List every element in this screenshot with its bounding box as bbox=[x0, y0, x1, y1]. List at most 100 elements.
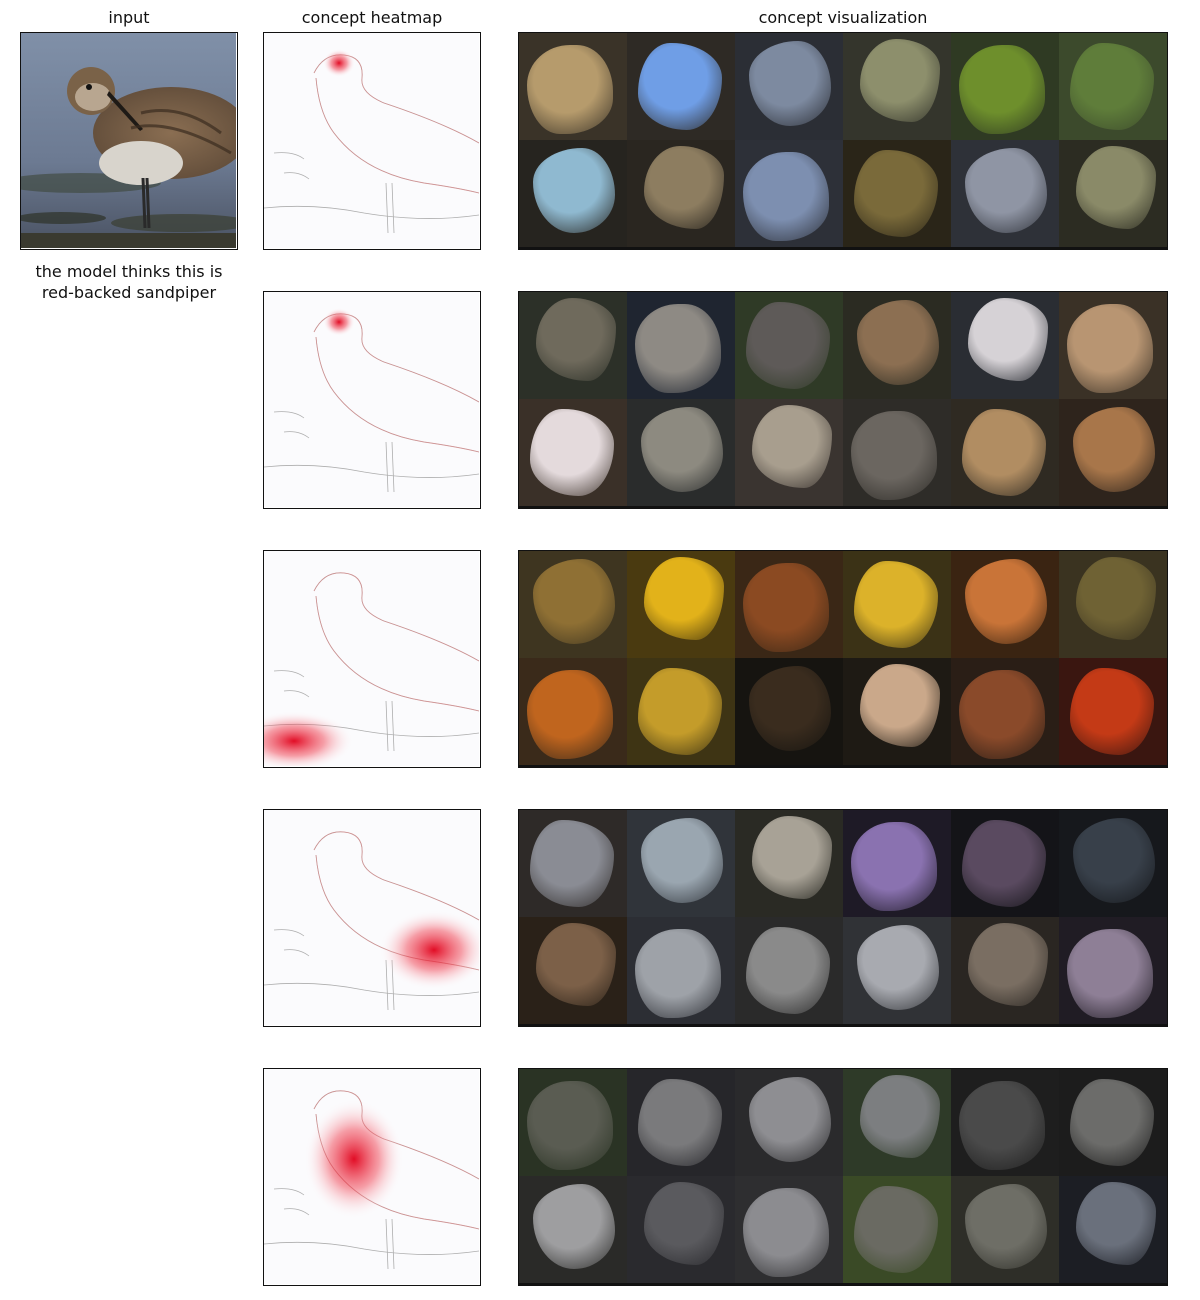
concept-region bbox=[1067, 929, 1153, 1018]
concept-region bbox=[527, 45, 613, 134]
concept-example-patch bbox=[843, 140, 951, 247]
concept-region bbox=[644, 1182, 724, 1265]
concept-region bbox=[638, 43, 722, 130]
concept-region bbox=[860, 1075, 940, 1158]
concept-region bbox=[968, 298, 1048, 381]
concept-region bbox=[638, 668, 722, 755]
concept-example-patch bbox=[519, 917, 627, 1024]
concept-example-patch bbox=[951, 399, 1059, 506]
concept-region bbox=[857, 925, 939, 1010]
concept-example-patch bbox=[735, 658, 843, 765]
input-header: input bbox=[108, 8, 150, 27]
concept-region bbox=[968, 923, 1048, 1006]
concept-region bbox=[638, 1079, 722, 1166]
concept-region bbox=[752, 816, 832, 899]
concept-example-patch bbox=[843, 917, 951, 1024]
concept-region bbox=[854, 150, 938, 237]
concept-example-patch bbox=[951, 917, 1059, 1024]
concept-example-patch bbox=[843, 1069, 951, 1176]
concept-region bbox=[851, 411, 937, 500]
concept-example-patch bbox=[1059, 917, 1167, 1024]
concept-example-patch bbox=[627, 292, 735, 399]
visualization-header: concept visualization bbox=[758, 8, 928, 27]
concept-example-patch bbox=[843, 551, 951, 658]
concept-region bbox=[860, 664, 940, 747]
concept-example-patch bbox=[843, 33, 951, 140]
concept-region bbox=[746, 302, 830, 389]
prediction-class-label: red-backed sandpiper bbox=[41, 283, 217, 302]
concept-example-patch bbox=[843, 399, 951, 506]
concept-example-patch bbox=[843, 658, 951, 765]
concept-example-patch bbox=[627, 33, 735, 140]
concept-region bbox=[1067, 304, 1153, 393]
concept-region bbox=[851, 822, 937, 911]
concept-region bbox=[635, 304, 721, 393]
concept-region bbox=[1073, 818, 1155, 903]
concept-region bbox=[530, 409, 614, 496]
concept-region bbox=[860, 39, 940, 122]
concept-example-patch bbox=[519, 658, 627, 765]
concept-example-patch bbox=[735, 551, 843, 658]
concept-region bbox=[1070, 668, 1154, 755]
concept-example-patch bbox=[951, 810, 1059, 917]
concept-visualization-grid bbox=[518, 550, 1168, 768]
concept-example-patch bbox=[843, 292, 951, 399]
concept-region bbox=[749, 41, 831, 126]
concept-visualization-grid bbox=[518, 1068, 1168, 1286]
concept-example-patch bbox=[1059, 810, 1167, 917]
heatmap-header: concept heatmap bbox=[301, 8, 443, 27]
concept-example-patch bbox=[519, 1176, 627, 1283]
concept-example-patch bbox=[951, 292, 1059, 399]
concept-example-patch bbox=[951, 33, 1059, 140]
concept-example-patch bbox=[735, 1176, 843, 1283]
heatmap-overlay bbox=[264, 1069, 479, 1284]
concept-example-patch bbox=[1059, 33, 1167, 140]
concept-region bbox=[533, 1184, 615, 1269]
concept-region bbox=[527, 1081, 613, 1170]
concept-region bbox=[1076, 146, 1156, 229]
concept-example-patch bbox=[627, 658, 735, 765]
concept-region bbox=[641, 407, 723, 492]
concept-example-patch bbox=[519, 810, 627, 917]
concept-example-patch bbox=[1059, 292, 1167, 399]
concept-example-patch bbox=[1059, 1069, 1167, 1176]
concept-region bbox=[959, 45, 1045, 134]
concept-region bbox=[854, 1186, 938, 1273]
concept-region bbox=[746, 927, 830, 1014]
concept-region bbox=[536, 298, 616, 381]
concept-region bbox=[635, 929, 721, 1018]
concept-example-patch bbox=[627, 399, 735, 506]
concept-visualization-grid bbox=[518, 32, 1168, 250]
concept-region bbox=[962, 409, 1046, 496]
concept-region bbox=[854, 561, 938, 648]
concept-region bbox=[1076, 557, 1156, 640]
concept-example-patch bbox=[1059, 399, 1167, 506]
concept-heatmap bbox=[263, 550, 481, 768]
concept-example-patch bbox=[843, 1176, 951, 1283]
concept-heatmap bbox=[263, 291, 481, 509]
concept-region bbox=[1070, 43, 1154, 130]
concept-region bbox=[962, 820, 1046, 907]
concept-region bbox=[536, 923, 616, 1006]
concept-example-patch bbox=[627, 551, 735, 658]
concept-region bbox=[743, 1188, 829, 1277]
concept-example-patch bbox=[1059, 140, 1167, 247]
concept-example-patch bbox=[735, 917, 843, 1024]
concept-region bbox=[743, 563, 829, 652]
concept-region bbox=[749, 1077, 831, 1162]
concept-visualization-grid bbox=[518, 291, 1168, 509]
concept-example-patch bbox=[735, 33, 843, 140]
concept-example-patch bbox=[519, 1069, 627, 1176]
concept-region bbox=[644, 146, 724, 229]
concept-region bbox=[749, 666, 831, 751]
concept-region bbox=[743, 152, 829, 241]
prediction-caption: the model thinks this is red-backed sand… bbox=[12, 261, 246, 303]
heatmap-overlay bbox=[264, 551, 479, 766]
concept-heatmap bbox=[263, 1068, 481, 1286]
concept-region bbox=[959, 670, 1045, 759]
concept-example-patch bbox=[951, 1069, 1059, 1176]
heatmap-overlay bbox=[264, 33, 479, 248]
concept-region bbox=[1076, 1182, 1156, 1265]
heatmap-overlay bbox=[264, 292, 479, 507]
concept-example-patch bbox=[627, 1069, 735, 1176]
